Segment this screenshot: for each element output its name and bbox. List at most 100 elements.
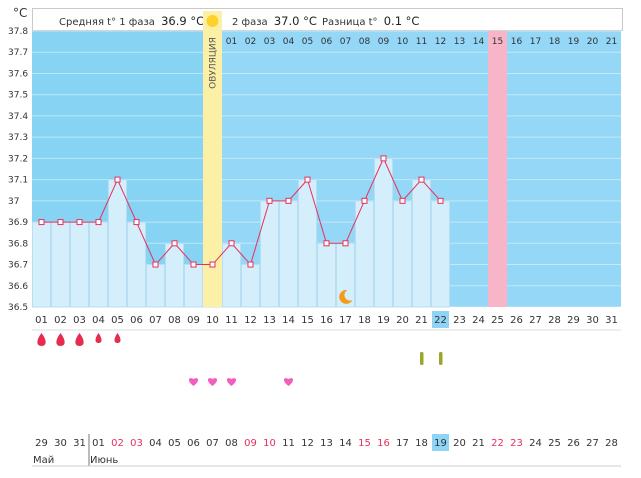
temperature-point[interactable]: [323, 240, 330, 247]
temperature-point[interactable]: [399, 197, 406, 204]
calendar-date-label: 22: [491, 438, 504, 449]
calendar-date-label: 11: [282, 438, 295, 449]
temperature-unit: °C: [13, 6, 28, 20]
temperature-bar: [298, 179, 317, 308]
blood-drop-icon: [95, 333, 102, 343]
cycle-day-label: 17: [339, 315, 352, 326]
cycle-day-label: 22: [434, 315, 447, 326]
cycle-day-label: 01: [35, 315, 48, 326]
temperature-bar: [184, 264, 203, 308]
temperature-bar: [336, 242, 355, 308]
calendar-date-label: 20: [453, 438, 466, 449]
temperature-bar: [260, 200, 279, 308]
calendar-date-label: 05: [168, 438, 181, 449]
top-day-label: 05: [302, 37, 313, 47]
temperature-point[interactable]: [95, 219, 102, 226]
temperature-point[interactable]: [190, 261, 197, 268]
temperature-point[interactable]: [152, 261, 159, 268]
cycle-day-label: 14: [282, 315, 295, 326]
test-strip-icon: [420, 352, 424, 365]
y-tick-label: 37.2: [8, 154, 28, 164]
y-tick-label: 37.5: [8, 91, 28, 101]
y-tick-label: 36.5: [8, 303, 28, 313]
temperature-point[interactable]: [76, 219, 83, 226]
heart-icon: [283, 378, 294, 386]
calendar-date-label: 03: [130, 438, 143, 449]
temperature-point[interactable]: [285, 197, 292, 204]
blood-drop-icon: [56, 333, 65, 346]
top-day-label: 08: [359, 37, 371, 47]
temperature-point[interactable]: [247, 261, 254, 268]
phase2-summary: 2 фаза 37.0 °C: [232, 14, 317, 28]
temperature-point[interactable]: [228, 240, 235, 247]
difference-label: Разница t°: [322, 17, 378, 28]
cycle-day-label: 15: [301, 315, 314, 326]
temperature-point[interactable]: [361, 197, 368, 204]
temperature-bar: [279, 200, 298, 308]
difference-summary: Разница t° 0.1 °C: [322, 14, 419, 28]
temperature-point[interactable]: [342, 240, 349, 247]
calendar-date-label: 28: [605, 438, 618, 449]
cycle-day-label: 29: [567, 315, 580, 326]
calendar-date-label: 12: [301, 438, 314, 449]
temperature-point[interactable]: [133, 219, 140, 226]
top-day-label: 11: [416, 37, 427, 47]
temperature-line: [41, 157, 441, 266]
calendar-date-label: 19: [434, 438, 447, 449]
temperature-bar: [32, 221, 51, 308]
y-tick-label: 37: [8, 197, 19, 207]
calendar-date-label: 13: [320, 438, 333, 449]
top-day-label: 14: [473, 37, 485, 47]
calendar-date-label: 08: [225, 438, 238, 449]
y-tick-label: 37.7: [8, 48, 28, 58]
cycle-day-label: 09: [187, 315, 200, 326]
temperature-point[interactable]: [114, 176, 121, 183]
cycle-day-label: 27: [529, 315, 542, 326]
temperature-point[interactable]: [437, 197, 444, 204]
cycle-day-label: 12: [244, 315, 257, 326]
calendar-date-label: 25: [548, 438, 561, 449]
phase2-value: 37.0 °C: [273, 14, 317, 28]
calendar-date-label: 30: [54, 438, 67, 449]
calendar-date-label: 26: [567, 438, 580, 449]
calendar-date-label: 29: [35, 438, 48, 449]
sun-icon: [206, 15, 219, 27]
top-day-label: 12: [435, 37, 446, 47]
heart-icon: [226, 378, 237, 386]
top-day-label: 01: [226, 37, 237, 47]
temperature-bar: [317, 242, 336, 308]
phase1-summary: Средняя t° 1 фаза 36.9 °C: [59, 14, 204, 28]
top-day-label: 13: [454, 37, 465, 47]
cycle-day-label: 07: [149, 315, 162, 326]
top-day-label: 20: [587, 37, 599, 47]
top-day-label: 04: [283, 37, 295, 47]
cycle-day-label: 21: [415, 315, 428, 326]
top-day-label: 06: [321, 37, 333, 47]
temperature-bar: [51, 221, 70, 308]
cycle-day-label: 23: [453, 315, 466, 326]
temperature-point[interactable]: [57, 219, 64, 226]
cycle-day-label: 25: [491, 315, 504, 326]
summary-header: [32, 8, 623, 31]
temperature-point[interactable]: [209, 261, 216, 268]
temperature-point[interactable]: [380, 155, 387, 162]
temperature-bar: [222, 242, 241, 308]
calendar-date-label: 07: [206, 438, 219, 449]
y-tick-label: 36.6: [8, 282, 28, 292]
temperature-point[interactable]: [38, 219, 45, 226]
temperature-point[interactable]: [304, 176, 311, 183]
temperature-point[interactable]: [171, 240, 178, 247]
temperature-point[interactable]: [418, 176, 425, 183]
heart-icon: [188, 378, 199, 386]
y-tick-label: 36.7: [8, 261, 28, 271]
temperature-bar: [165, 242, 184, 308]
cycle-day-label: 18: [358, 315, 371, 326]
cycle-day-label: 13: [263, 315, 276, 326]
calendar-date-label: 14: [339, 438, 352, 449]
cycle-day-label: 08: [168, 315, 181, 326]
blood-drop-icon: [75, 333, 84, 346]
temperature-bar: [108, 179, 127, 308]
temperature-point[interactable]: [266, 197, 273, 204]
phase2-label: 2 фаза: [232, 17, 268, 28]
top-day-label: 07: [340, 37, 351, 47]
